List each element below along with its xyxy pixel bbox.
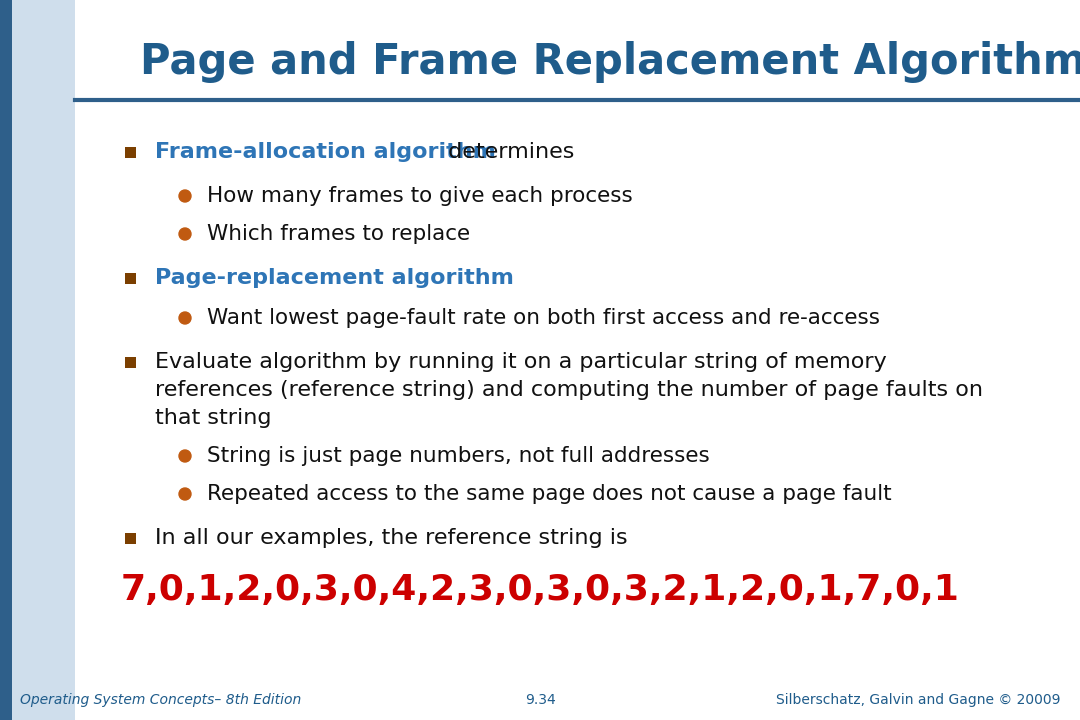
Text: that string: that string <box>156 408 271 428</box>
Bar <box>12 0 75 720</box>
Text: references (reference string) and computing the number of page faults on: references (reference string) and comput… <box>156 380 983 400</box>
Bar <box>75 0 1080 105</box>
Bar <box>124 272 135 284</box>
Text: Which frames to replace: Which frames to replace <box>207 224 470 244</box>
Circle shape <box>179 312 191 324</box>
Circle shape <box>179 190 191 202</box>
Text: Page and Frame Replacement Algorithms: Page and Frame Replacement Algorithms <box>140 41 1080 83</box>
Text: Repeated access to the same page does not cause a page fault: Repeated access to the same page does no… <box>207 484 892 504</box>
Text: Page-replacement algorithm: Page-replacement algorithm <box>156 268 514 288</box>
Circle shape <box>179 228 191 240</box>
Circle shape <box>179 488 191 500</box>
Text: How many frames to give each process: How many frames to give each process <box>207 186 633 206</box>
Bar <box>124 356 135 367</box>
Bar <box>124 533 135 544</box>
Text: 7,0,1,2,0,3,0,4,2,3,0,3,0,3,2,1,2,0,1,7,0,1: 7,0,1,2,0,3,0,4,2,3,0,3,0,3,2,1,2,0,1,7,… <box>121 573 959 607</box>
Text: Want lowest page-fault rate on both first access and re-access: Want lowest page-fault rate on both firs… <box>207 308 880 328</box>
Text: In all our examples, the reference string is: In all our examples, the reference strin… <box>156 528 627 548</box>
Bar <box>0 0 12 720</box>
Bar <box>124 146 135 158</box>
Text: Operating System Concepts– 8th Edition: Operating System Concepts– 8th Edition <box>21 693 301 707</box>
Text: String is just page numbers, not full addresses: String is just page numbers, not full ad… <box>207 446 710 466</box>
Circle shape <box>179 450 191 462</box>
Text: Evaluate algorithm by running it on a particular string of memory: Evaluate algorithm by running it on a pa… <box>156 352 887 372</box>
Text: Frame-allocation algorithm: Frame-allocation algorithm <box>156 142 496 162</box>
Text: determines: determines <box>441 142 575 162</box>
Text: 9.34: 9.34 <box>525 693 555 707</box>
Text: Silberschatz, Galvin and Gagne © 20009: Silberschatz, Galvin and Gagne © 20009 <box>775 693 1059 707</box>
